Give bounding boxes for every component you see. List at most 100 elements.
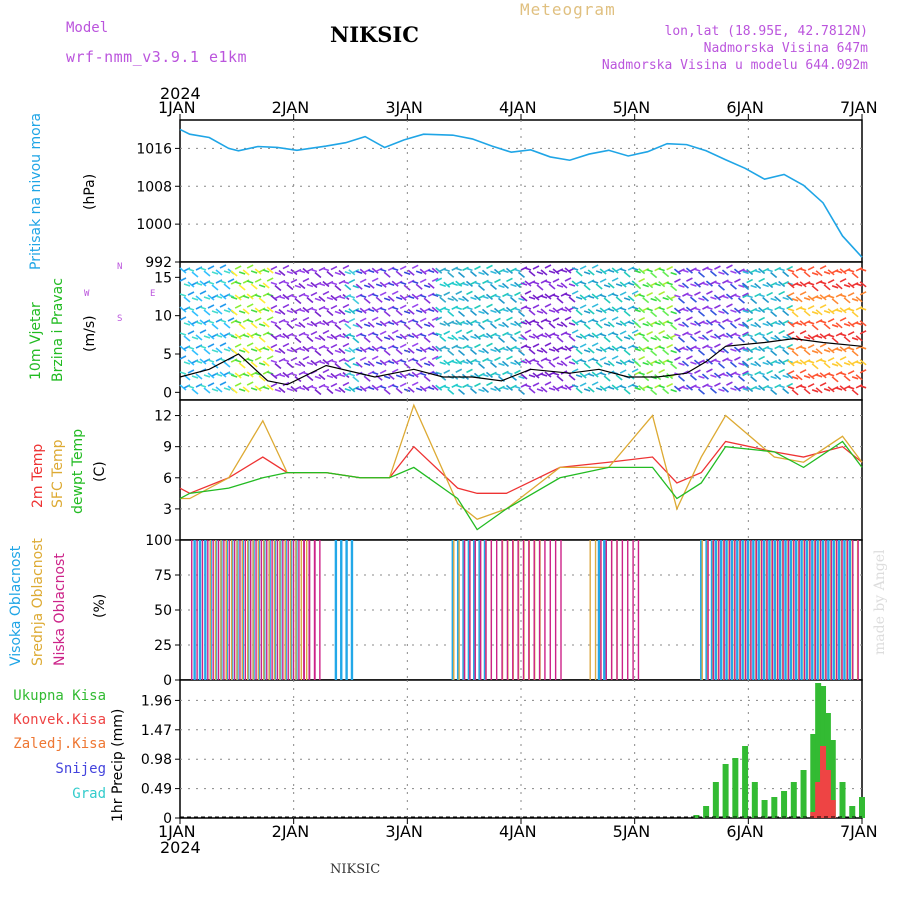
wind-barb [619, 330, 627, 335]
wind-barb [270, 359, 278, 364]
wind-barb [439, 322, 447, 327]
wind-barb [823, 362, 831, 369]
wind-barb [750, 323, 757, 328]
wind-barb [494, 294, 501, 299]
wind-barb [298, 282, 306, 290]
precip-total-bar [859, 797, 865, 818]
wind-barb [497, 297, 505, 304]
wind-barb [658, 290, 666, 296]
wind-barb [254, 385, 262, 392]
wind-barb [607, 269, 615, 273]
wind-barb [811, 324, 819, 331]
wind-barb [819, 372, 827, 379]
wind-barb [847, 269, 855, 273]
wind-barb [455, 280, 463, 287]
wind-barb [552, 307, 560, 314]
wind-barb [552, 346, 560, 353]
wind-barb [564, 277, 572, 282]
wind-barb [199, 319, 207, 326]
wind-barb [811, 350, 819, 354]
wind-barb [827, 295, 835, 299]
wind-barb [579, 382, 587, 387]
x-label-top-1jan: 1JAN [158, 98, 196, 117]
wind-barb [478, 310, 485, 315]
wind-barb [318, 360, 326, 365]
wind-barb [322, 290, 330, 296]
wind-barb [815, 348, 823, 355]
wind-barb [619, 268, 627, 272]
wind-barb [787, 331, 795, 336]
wind-barb [489, 283, 497, 290]
wind-barb [827, 373, 835, 377]
wind-barb [623, 388, 631, 395]
wind-barb [575, 387, 583, 394]
wind-barb [359, 307, 367, 314]
wind-barb [318, 334, 326, 342]
wind-barb [673, 307, 681, 314]
wind-barb [658, 329, 666, 335]
wind-barb [843, 297, 851, 304]
wind-barb [611, 306, 619, 313]
wind-barb [474, 382, 481, 388]
wind-barb [462, 321, 469, 326]
wind-barb [591, 319, 599, 323]
wind-barb [399, 333, 407, 340]
wind-barb [457, 388, 465, 395]
wind-barb [843, 284, 851, 288]
wind-barb [583, 323, 591, 330]
wind-barb [815, 335, 823, 339]
wind-barb [334, 310, 342, 315]
wind-barb [831, 337, 839, 344]
wind-barb [859, 346, 867, 350]
wind-barb [807, 295, 815, 302]
wind-barb [568, 374, 576, 381]
wind-barb [552, 372, 560, 376]
wind-barb [706, 345, 713, 349]
wind-barb-field [179, 264, 867, 396]
wind-barb [290, 278, 298, 284]
wind-barb [603, 362, 611, 366]
wind-barb [455, 329, 463, 334]
wind-barb [250, 283, 258, 290]
wind-barb [395, 309, 403, 316]
x-label-top-2jan: 2JAN [271, 98, 310, 117]
wind-barb [803, 375, 811, 379]
wind-barb [571, 329, 579, 334]
wind-barb [642, 361, 649, 366]
wind-barb [455, 267, 463, 272]
wind-barb [730, 387, 737, 391]
wind-barb [246, 303, 254, 308]
wind-barb [815, 296, 823, 300]
wind-barb [262, 386, 270, 390]
wind-barb [314, 388, 322, 396]
wind-barb [342, 303, 350, 309]
wind-barb [435, 332, 443, 337]
wind-barb [314, 336, 322, 341]
wind-barb [294, 362, 302, 367]
wind-barb [494, 356, 501, 362]
wind-barb [355, 270, 363, 275]
wind-barb [701, 295, 709, 302]
wind-barb [286, 348, 294, 353]
model-value: wrf-nmm_v3.9.1 e1km [66, 48, 248, 66]
wind-barb [262, 282, 270, 289]
wind-barb [238, 323, 246, 330]
wind-barb [623, 297, 631, 301]
wind-barb [439, 296, 447, 303]
wind-barb [778, 290, 786, 296]
wind-barb [701, 373, 709, 380]
wind-barb [431, 306, 439, 313]
wind-barb [799, 330, 807, 335]
wind-barb [183, 361, 191, 365]
wind-barb [359, 317, 367, 322]
wind-barb [367, 386, 375, 391]
meteogram-title: Meteogram [520, 0, 616, 19]
x-label-top-4jan: 4JAN [499, 98, 537, 117]
wind-barb [666, 320, 673, 325]
wind-barb [528, 270, 536, 277]
wind-barb [859, 268, 867, 272]
wind-barb [710, 335, 717, 339]
wind-barb [199, 290, 207, 295]
wind-barb [179, 371, 187, 375]
wind-barb [611, 355, 619, 360]
